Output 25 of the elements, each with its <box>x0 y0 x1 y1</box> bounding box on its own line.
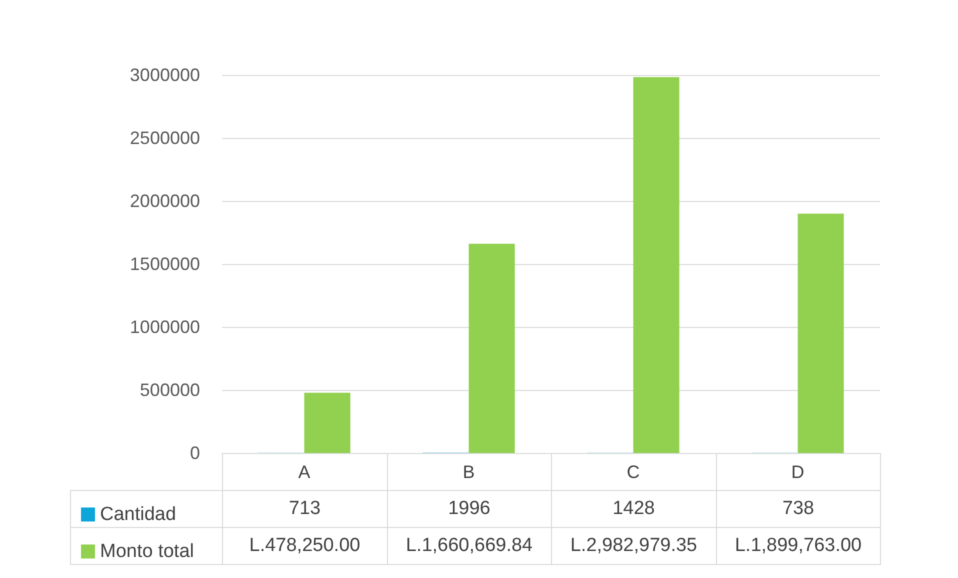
x-tick-label: A <box>298 462 310 482</box>
data-label: 738 <box>716 490 881 528</box>
x-tick-label: D <box>791 462 804 482</box>
bar <box>304 392 350 453</box>
data-label: 1428 <box>551 490 716 528</box>
x-tick-label: C <box>626 462 640 482</box>
y-tick-label: 500000 <box>140 380 200 400</box>
data-label: L.478,250.00 <box>222 527 388 565</box>
y-tick-label: 2500000 <box>130 128 200 148</box>
y-tick-label: 3000000 <box>130 65 200 85</box>
data-label: 713 <box>222 490 388 528</box>
bar <box>633 77 680 453</box>
data-label: L.2,982,979.35 <box>551 527 716 565</box>
y-tick-label: 1500000 <box>130 254 200 274</box>
data-label: L.1,899,763.00 <box>716 527 881 565</box>
legend-label: Cantidad <box>100 504 176 525</box>
x-tick-label: B <box>462 462 475 482</box>
y-tick-label: 1000000 <box>130 317 200 337</box>
bar <box>798 214 844 453</box>
data-label: L.1,660,669.84 <box>386 527 552 565</box>
legend-label: Monto total <box>100 541 194 562</box>
y-tick-label: 2000000 <box>130 191 200 211</box>
y-tick-label: 0 <box>190 443 200 463</box>
bar <box>468 244 515 453</box>
data-label: 1996 <box>386 490 552 528</box>
